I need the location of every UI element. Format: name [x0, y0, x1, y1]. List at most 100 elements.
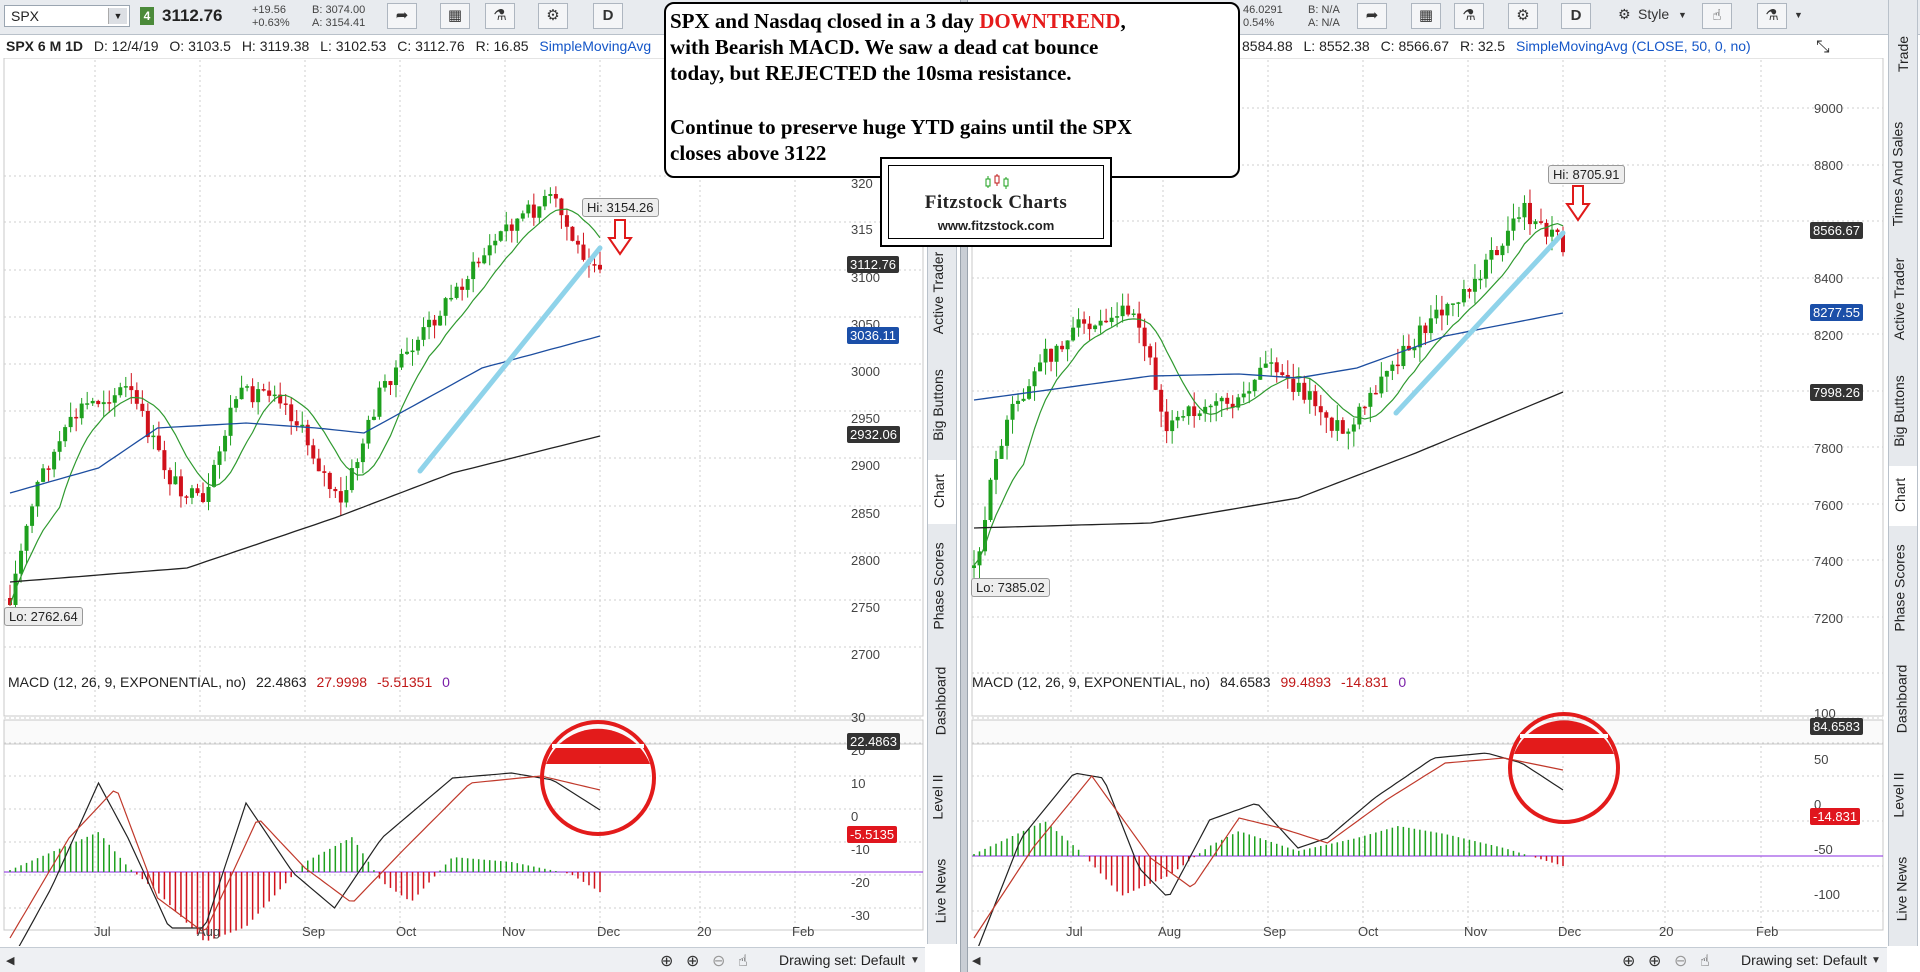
candle-body	[245, 386, 250, 388]
left-bid: B: 3074.00	[312, 4, 366, 16]
tab-phase-scores[interactable]: Phase Scores	[928, 532, 956, 642]
candle-body	[1131, 313, 1136, 316]
time-frame-button[interactable]: D	[593, 3, 623, 29]
left-chart-canvas[interactable]	[0, 58, 925, 946]
candle-body	[1181, 416, 1186, 418]
right-change: 46.0291 0.54%	[1243, 4, 1283, 30]
left-info-close: C: 3112.76	[397, 38, 465, 54]
candle-body	[1351, 424, 1356, 432]
zoom-out-icon[interactable]: ⊖	[1674, 953, 1688, 970]
style-button[interactable]: Style	[1638, 6, 1670, 22]
right-chart-canvas[interactable]	[968, 58, 1885, 946]
drawing-set-selector[interactable]: Drawing set: Default	[1741, 952, 1868, 968]
right-macd-ytick: 50	[1814, 752, 1829, 767]
candle-body	[1450, 303, 1455, 305]
tab-live-news[interactable]: Live News	[1889, 840, 1917, 940]
macd-signal-line	[9, 775, 601, 939]
tab-chart[interactable]: Chart	[928, 460, 956, 524]
candle-body	[1511, 218, 1516, 231]
scroll-left-icon[interactable]: ◀	[6, 955, 15, 967]
tab-trade[interactable]: Trade	[1889, 20, 1917, 90]
studies-flask-icon[interactable]: ⚗	[1454, 3, 1484, 29]
tab-phase-scores[interactable]: Phase Scores	[1889, 534, 1917, 644]
left-macd-diff-label: -5.5135	[847, 826, 898, 843]
tab-live-news[interactable]: Live News	[928, 842, 956, 942]
share-icon[interactable]: ➦	[1357, 3, 1387, 29]
candle-body	[167, 470, 172, 485]
tab-label: Times And Sales	[1889, 121, 1906, 227]
zoom-in-icon[interactable]: ⊕	[1648, 953, 1662, 970]
tab-label: Active Trader	[1891, 257, 1908, 341]
candle-body	[289, 404, 294, 422]
right-xtick: Oct	[1358, 924, 1379, 939]
share-icon[interactable]: ➦	[387, 3, 417, 29]
hand-cursor-icon[interactable]: ☝	[738, 953, 748, 970]
drawing-set-selector[interactable]: Drawing set: Default	[779, 952, 906, 968]
pane-divider[interactable]	[960, 0, 968, 972]
hand-icon[interactable]: ☝	[1702, 3, 1732, 29]
tab-level-ii[interactable]: Level II	[928, 758, 956, 838]
tab-dashboard[interactable]: Dashboard	[1889, 650, 1917, 750]
tab-label: Active Trader	[930, 251, 947, 335]
candle-body	[1549, 229, 1554, 237]
candle-body	[526, 204, 531, 214]
candle-body	[1247, 391, 1252, 394]
annotation-line: SPX and Nasdaq closed in a 3 day DOWNTRE…	[670, 8, 1234, 34]
left-symbol-input[interactable]: SPX ▼	[4, 5, 130, 27]
candle-body	[19, 550, 24, 574]
candle-body	[1159, 389, 1164, 412]
calendar-icon[interactable]: ▦	[1411, 3, 1441, 29]
right-info-study[interactable]: SimpleMovingAvg (CLOSE, 50, 0, no)	[1515, 38, 1751, 54]
candle-body	[68, 416, 73, 428]
candle-body	[1120, 305, 1125, 317]
drawings-flask-icon[interactable]: ⚗	[1757, 3, 1787, 29]
tab-active-trader[interactable]: Active Trader	[928, 244, 956, 344]
tab-times-and-sales[interactable]: Times And Sales	[1889, 110, 1917, 240]
calendar-icon[interactable]: ▦	[440, 3, 470, 29]
collapse-arrows-icon[interactable]: ⤡	[1816, 37, 1830, 56]
tab-active-trader[interactable]: Active Trader	[1889, 250, 1917, 350]
gear-icon[interactable]: ⚙	[538, 3, 568, 29]
tab-big-buttons[interactable]: Big Buttons	[928, 356, 956, 456]
candle-body	[261, 389, 266, 391]
candle-body	[465, 279, 470, 290]
macd-signal-line	[973, 757, 1564, 939]
candle-body	[487, 245, 492, 256]
pan-crosshair-icon[interactable]: ⊕	[660, 953, 674, 970]
chevron-down-icon[interactable]: ▼	[1871, 955, 1881, 966]
macd-title-bar	[971, 719, 1884, 745]
candle-body	[1054, 345, 1059, 362]
right-macd-ytick: 100	[1814, 706, 1836, 721]
chevron-down-icon[interactable]: ▼	[1678, 10, 1687, 20]
tab-big-buttons[interactable]: Big Buttons	[1889, 362, 1917, 462]
candle-body	[57, 441, 62, 452]
chevron-down-icon[interactable]: ▼	[108, 8, 127, 24]
chevron-down-icon[interactable]: ▼	[1794, 10, 1803, 20]
candle-body	[1390, 364, 1395, 371]
candle-body	[1329, 417, 1334, 431]
chevron-down-icon[interactable]: ▼	[910, 955, 920, 966]
tab-level-ii[interactable]: Level II	[1889, 756, 1917, 836]
tab-chart[interactable]: Chart	[1889, 466, 1917, 526]
zoom-out-icon[interactable]: ⊖	[712, 953, 726, 970]
tab-dashboard[interactable]: Dashboard	[928, 652, 956, 752]
gear-icon[interactable]: ⚙	[1508, 3, 1538, 29]
candle-body	[1219, 397, 1224, 402]
style-icon[interactable]: ⚙	[1618, 6, 1631, 22]
left-ytick: 2850	[851, 506, 880, 521]
left-xtick: Jul	[94, 924, 111, 939]
candle-body	[1461, 289, 1466, 303]
right-ytick: 7600	[1814, 498, 1843, 513]
zoom-in-icon[interactable]: ⊕	[686, 953, 700, 970]
candle-body	[173, 476, 178, 485]
right-change-pct: 0.54%	[1243, 17, 1275, 29]
pan-crosshair-icon[interactable]: ⊕	[1622, 953, 1636, 970]
left-info-study[interactable]: SimpleMovingAvg	[539, 38, 652, 54]
logo-bars-icon	[985, 174, 1009, 189]
time-frame-button[interactable]: D	[1561, 3, 1591, 29]
tab-label: Phase Scores	[930, 542, 947, 630]
hand-cursor-icon[interactable]: ☝	[1700, 953, 1710, 970]
link-badge[interactable]: 4	[140, 7, 154, 25]
studies-flask-icon[interactable]: ⚗	[485, 3, 515, 29]
scroll-left-icon[interactable]: ◀	[972, 955, 981, 967]
